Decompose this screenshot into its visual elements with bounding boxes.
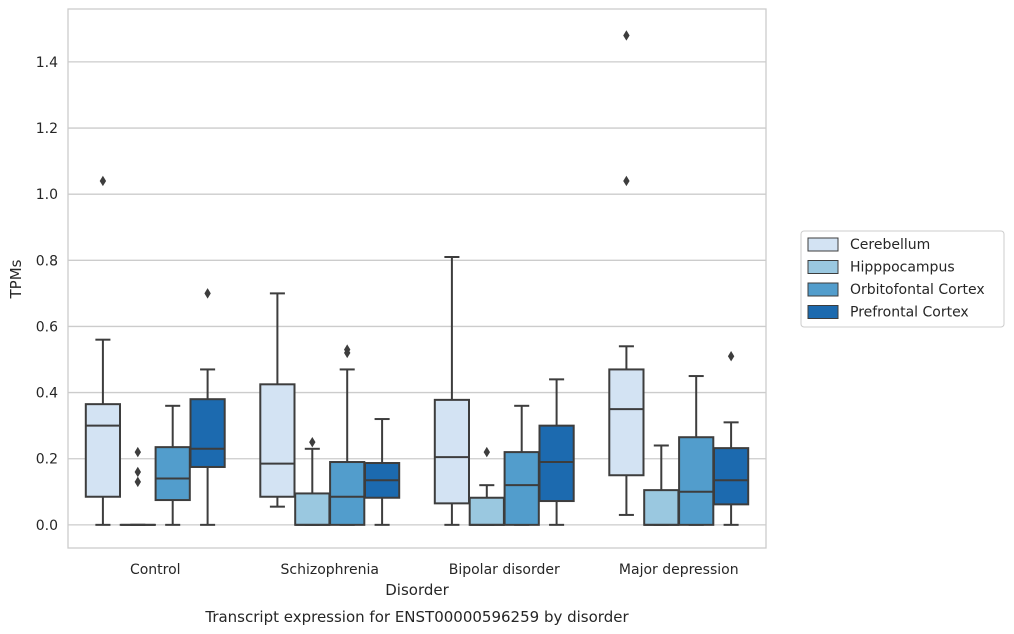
legend-label: Cerebellum xyxy=(850,237,930,253)
box-2-2 xyxy=(503,404,540,526)
x-tick-label: Bipolar disorder xyxy=(449,562,560,578)
legend-swatch xyxy=(807,237,839,252)
chart-caption: Transcript expression for ENST0000059625… xyxy=(204,608,629,626)
x-tick-label: Schizophrenia xyxy=(281,562,379,578)
iqr-box xyxy=(678,436,715,526)
x-tick-label: Control xyxy=(130,562,181,578)
x-tick-label: Major depression xyxy=(619,562,739,578)
iqr-box xyxy=(154,446,191,502)
y-tick-label: 1.0 xyxy=(36,187,58,203)
iqr-box xyxy=(712,447,750,506)
outlier-point xyxy=(727,351,735,362)
outlier-point xyxy=(134,476,141,488)
x-axis-title: Disorder xyxy=(385,581,449,599)
box-3-2 xyxy=(538,378,575,526)
box-2-0 xyxy=(154,404,191,526)
outlier-point xyxy=(134,466,141,478)
iqr-box xyxy=(84,403,122,498)
outlier-point xyxy=(483,446,490,458)
outlier-point xyxy=(309,436,316,448)
legend-label: Hipppocampus xyxy=(850,260,955,276)
legend-label: Orbitofontal Cortex xyxy=(850,282,985,298)
box-3-3 xyxy=(712,351,750,526)
y-axis-title: TPMs xyxy=(7,259,25,299)
iqr-box xyxy=(259,383,296,498)
y-tick-label: 0.0 xyxy=(36,518,58,534)
legend: Cerebellum Hipppocampus Orbitofontal Corte… xyxy=(800,230,1005,328)
legend-swatch xyxy=(807,305,839,319)
y-tick-label: 0.2 xyxy=(36,452,58,468)
box-2-1 xyxy=(329,344,366,526)
iqr-box xyxy=(468,496,505,526)
iqr-box xyxy=(189,398,226,468)
outlier-point xyxy=(623,30,630,41)
iqr-box xyxy=(608,368,645,477)
y-tick-label: 0.8 xyxy=(36,253,58,269)
x-tick-labels: Control Schizophrenia Bipolar disorder Majo… xyxy=(130,562,739,578)
box-1-1 xyxy=(294,436,331,526)
box-2-3 xyxy=(678,375,715,526)
iqr-box xyxy=(433,398,471,505)
legend-label: Prefrontal Cortex xyxy=(850,305,969,321)
y-tick-label: 0.4 xyxy=(36,386,58,402)
outlier-point xyxy=(344,344,351,355)
iqr-box xyxy=(503,451,540,526)
iqr-box xyxy=(643,489,680,526)
plot-area xyxy=(84,30,750,526)
outlier-point xyxy=(134,446,141,458)
y-tick-label: 1.2 xyxy=(36,121,58,137)
y-tick-label: 0.6 xyxy=(36,319,58,335)
legend-swatch xyxy=(807,260,839,274)
box-0-1 xyxy=(259,292,296,508)
outlier-point xyxy=(204,288,211,299)
box-1-0 xyxy=(119,446,156,526)
box-0-0 xyxy=(84,175,122,526)
y-tick-labels: 0.0 0.2 0.4 0.6 0.8 1.0 1.2 1.4 xyxy=(36,55,58,534)
plot-frame xyxy=(67,8,767,549)
iqr-box xyxy=(538,424,575,503)
outlier-point xyxy=(623,175,630,187)
box-0-2 xyxy=(433,256,471,526)
outlier-point xyxy=(99,175,107,187)
box-3-1 xyxy=(363,418,401,526)
box-0-3 xyxy=(608,30,645,516)
legend-frame xyxy=(800,230,1005,328)
y-tick-label: 1.4 xyxy=(36,55,58,71)
box-1-2 xyxy=(468,446,505,526)
iqr-box xyxy=(329,461,366,526)
box-3-0 xyxy=(189,288,226,526)
legend-swatch xyxy=(807,282,839,297)
iqr-box xyxy=(294,492,331,526)
